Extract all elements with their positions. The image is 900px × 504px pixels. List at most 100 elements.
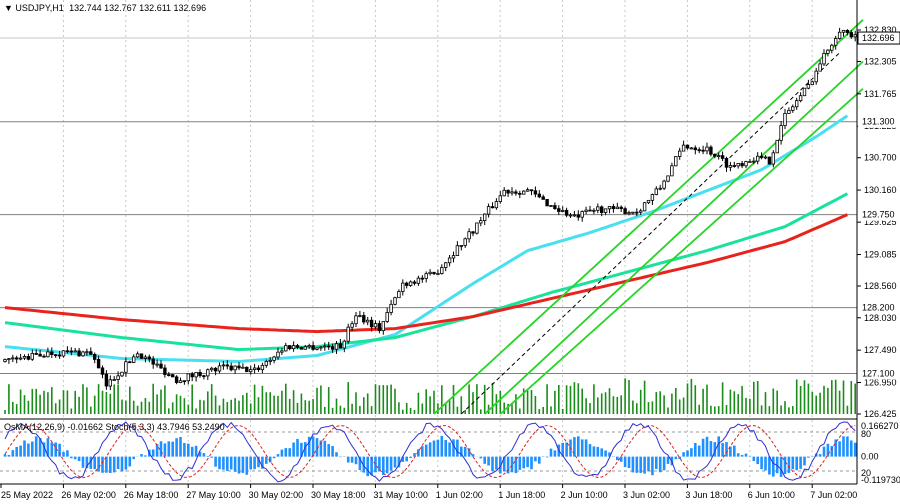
time-tick-label: 1 Jun 18:00 [498, 490, 545, 500]
candle-body [155, 363, 159, 366]
candle-body [436, 273, 440, 275]
candle-body [728, 165, 733, 168]
candle-body [806, 84, 811, 89]
candle-body [666, 175, 670, 182]
candle-body [354, 315, 358, 325]
candle-body [482, 213, 487, 221]
candle-body [553, 205, 557, 210]
candle-body [194, 371, 198, 378]
indicator-panel [0, 421, 857, 483]
candle-body [256, 367, 261, 371]
candle-body [607, 206, 612, 210]
time-tick-label: 26 May 02:00 [61, 490, 116, 500]
ma-red [4, 213, 848, 334]
candle-body [670, 165, 674, 177]
candle-body [65, 350, 70, 353]
candle-body [662, 180, 666, 189]
channel-middle [484, 60, 864, 415]
level-labels: 131.300 129.750 128.200 127.100 [858, 115, 900, 380]
candle-body [408, 281, 413, 286]
candle-body [311, 345, 315, 350]
level-label: 127.100 [862, 369, 895, 379]
candle-body [93, 354, 97, 360]
level-label: 131.300 [862, 117, 895, 127]
stoch-main-line [4, 421, 856, 483]
candle-body [342, 340, 346, 349]
candle-body [658, 187, 662, 190]
candle-body [576, 214, 580, 218]
candles [3, 27, 857, 391]
candle-body [600, 206, 604, 213]
candle-body [830, 44, 834, 51]
candle-body [853, 34, 857, 38]
candle-body [389, 303, 393, 313]
candle-body [529, 189, 534, 192]
candle-body [373, 323, 378, 328]
candle-body [787, 109, 791, 114]
candle-body [397, 291, 401, 299]
candle-body [377, 323, 382, 331]
candle-body [291, 345, 296, 350]
candle-body [537, 193, 541, 198]
candle-body [771, 152, 775, 165]
candle-body [459, 245, 463, 247]
candle-body [73, 350, 77, 353]
candle-body [736, 163, 740, 167]
price-tick-label: 129.625 [864, 217, 897, 227]
candle-body [639, 210, 643, 213]
candle-body [717, 155, 721, 158]
candle-body [642, 202, 647, 212]
price-tick-label: 131.765 [864, 89, 897, 99]
candle-body [681, 144, 686, 152]
candle-body [767, 156, 772, 165]
candle-body [237, 365, 241, 369]
indicator-tick-label: -0.119730 [861, 475, 900, 485]
candle-body [783, 113, 787, 126]
price-tick-label: 127.490 [864, 345, 897, 355]
candle-body [834, 38, 838, 46]
time-tick-label: 27 May 10:00 [186, 490, 241, 500]
candle-body [592, 209, 596, 212]
candle-body [541, 196, 545, 200]
candle-body [432, 271, 436, 275]
indicator-tick-label: 80 [861, 429, 871, 439]
candle-body [120, 371, 124, 377]
candle-body [268, 359, 272, 362]
candle-body [280, 350, 284, 353]
candle-body [30, 353, 34, 360]
candle-body [467, 231, 471, 240]
time-tick-label: 2 Jun 10:00 [561, 490, 608, 500]
candle-body [14, 357, 19, 360]
candle-body [837, 31, 842, 39]
candle-body [424, 273, 428, 279]
candle-body [350, 323, 354, 328]
candle-body [705, 146, 709, 152]
candle-body [381, 321, 385, 331]
candle-body [393, 297, 397, 305]
candle-body [568, 214, 573, 217]
candle-body [241, 366, 245, 369]
candle-body [170, 374, 175, 378]
candle-body [85, 351, 89, 354]
candle-body [756, 155, 760, 162]
level-label-box [858, 367, 900, 380]
channel-lower [499, 88, 864, 415]
candle-body [549, 205, 553, 207]
time-tick-label: 1 Jun 02:00 [436, 490, 483, 500]
candle-body [619, 206, 623, 210]
candle-body [233, 365, 237, 371]
stoch-signal-line [4, 424, 856, 479]
candle-body [611, 206, 616, 210]
price-tick-label: 128.560 [864, 281, 897, 291]
time-tick-label: 31 May 10:00 [373, 490, 428, 500]
price-tick-label: 130.160 [864, 185, 897, 195]
candle-body [61, 350, 66, 357]
candle-body [319, 346, 323, 349]
candle-body [89, 351, 93, 355]
candle-body [401, 282, 405, 292]
candle-body [128, 361, 132, 364]
candle-body [525, 189, 530, 192]
price-tick-label: 126.425 [864, 409, 897, 419]
candle-body [174, 376, 179, 383]
